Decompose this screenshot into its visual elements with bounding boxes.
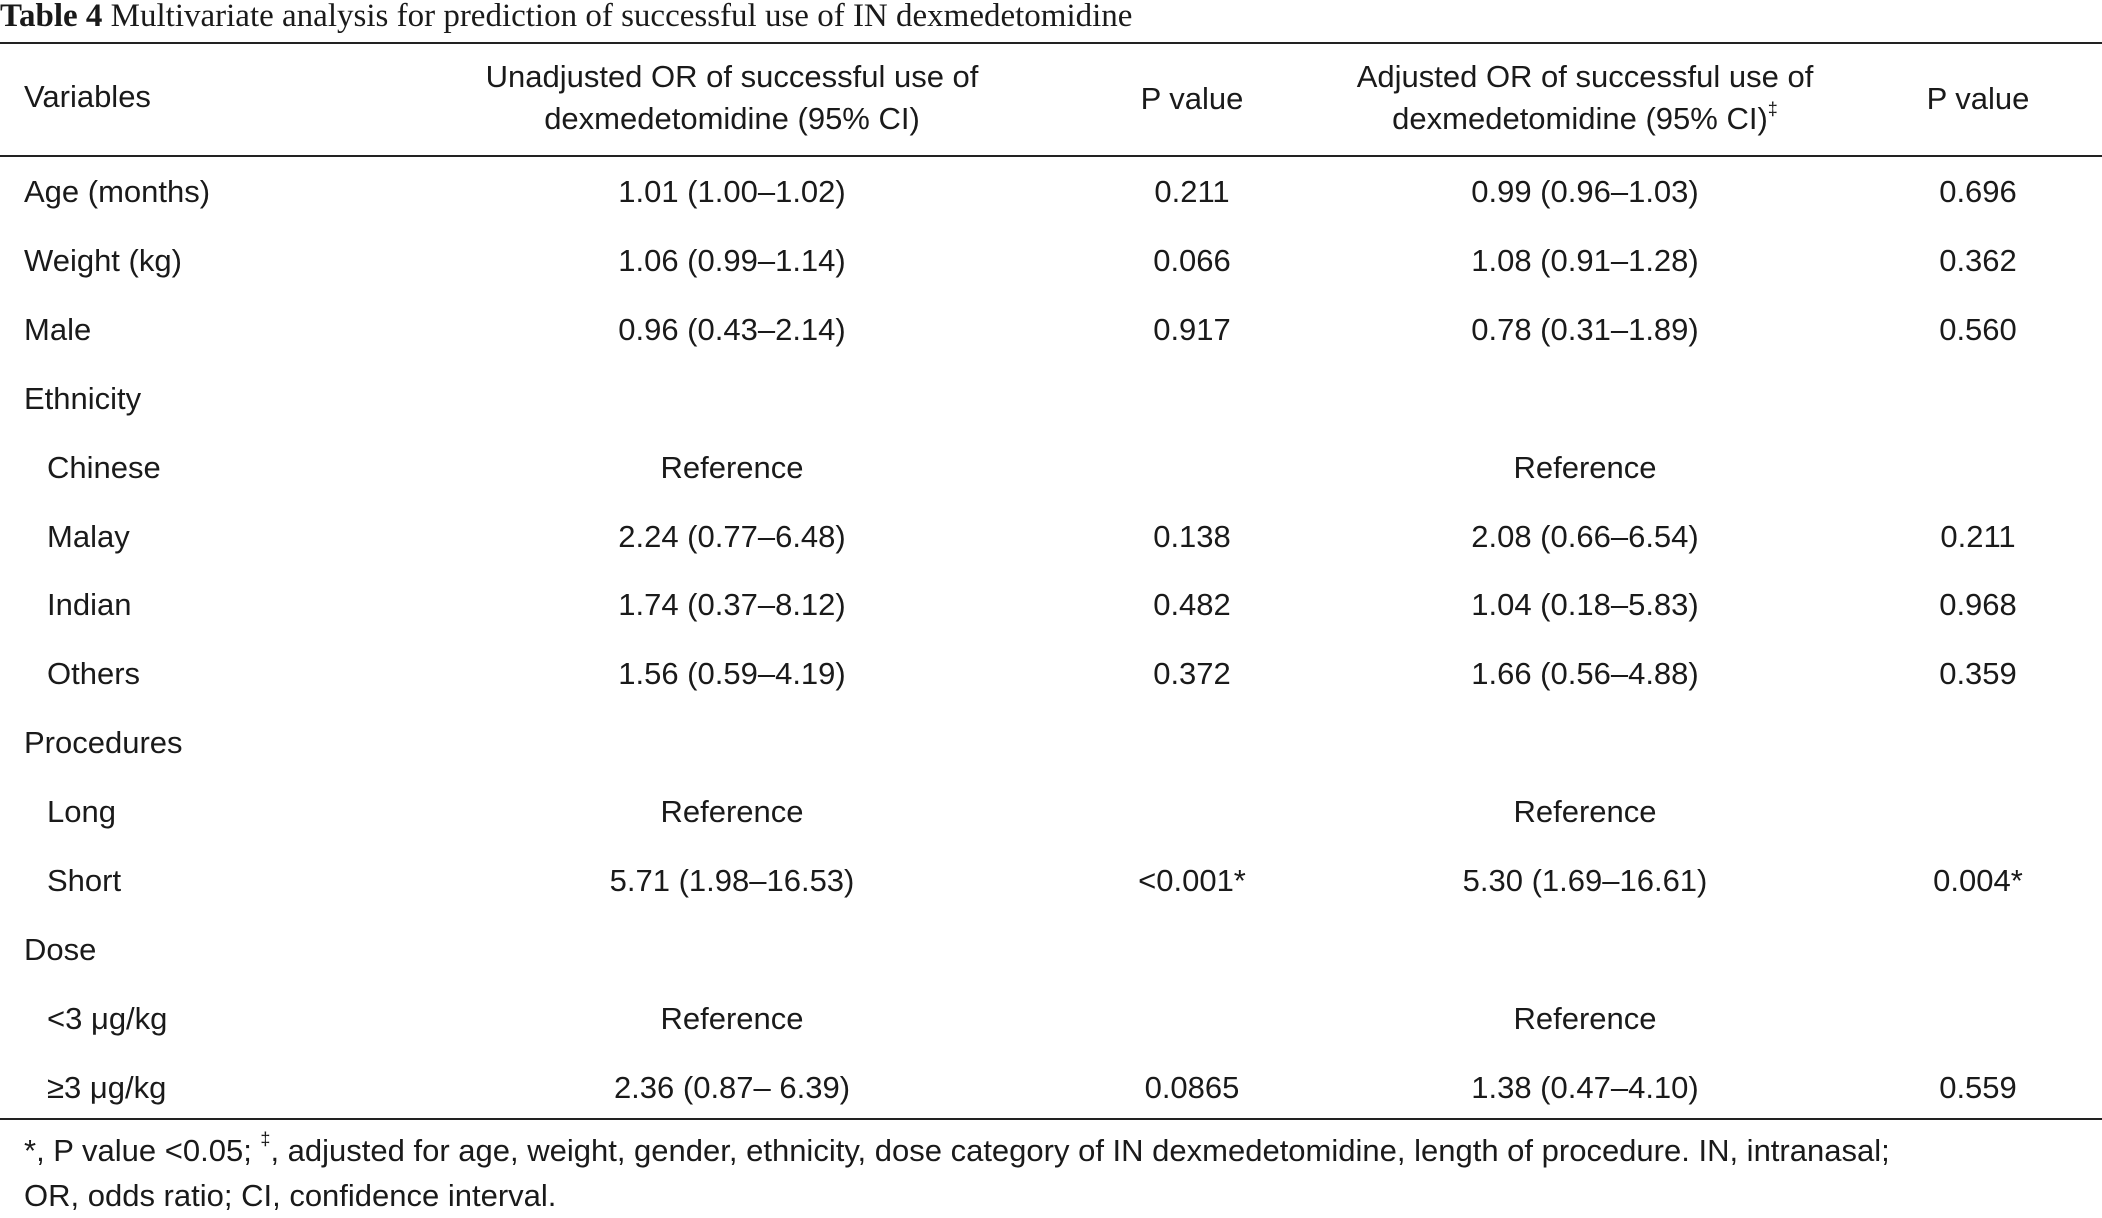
header-adjusted-or-line2: dexmedetomidine (95% CI)‡ (1285, 98, 1885, 140)
footnote-star-marker: * (24, 1133, 37, 1168)
cell-unadjusted-or: Reference (660, 450, 804, 485)
cell-p-value-2: 0.362 (1939, 243, 2017, 278)
cell-p-value-1: 0.138 (1153, 519, 1231, 554)
cell-unadjusted-or: Reference (660, 794, 804, 829)
table-caption-label: Table 4 (0, 0, 103, 34)
cell-p-value-1: <0.001* (1138, 863, 1246, 898)
cell-variable: Short (47, 863, 122, 898)
header-unadjusted-or-line1: Unadjusted OR of successful use of (485, 59, 979, 94)
cell-unadjusted-or: 1.56 (0.59–4.19) (618, 656, 846, 691)
header-variables: Variables (24, 79, 151, 114)
cell-p-value-2: 0.559 (1939, 1070, 2017, 1105)
footnote-dagger-text: , adjusted for age, weight, gender, ethn… (270, 1133, 1890, 1168)
cell-p-value-2: 0.359 (1939, 656, 2017, 691)
cell-variable: Others (47, 656, 141, 691)
cell-adjusted-or: 1.66 (0.56–4.88) (1471, 656, 1699, 691)
cell-variable: Long (47, 794, 116, 829)
header-adjusted-or: Adjusted OR of successful use of dexmede… (1285, 56, 1885, 140)
cell-p-value-2: 0.211 (1940, 519, 2016, 554)
footnote-line2: OR, odds ratio; CI, confidence interval. (24, 1178, 557, 1213)
header-unadjusted-or-line2: dexmedetomidine (95% CI) (544, 101, 920, 136)
cell-adjusted-or: 1.38 (0.47–4.10) (1471, 1070, 1699, 1105)
table-top-rule (0, 42, 2102, 44)
header-unadjusted-or: Unadjusted OR of successful use of dexme… (432, 56, 1032, 140)
cell-adjusted-or: 1.04 (0.18–5.83) (1471, 587, 1699, 622)
header-adjusted-or-marker: ‡ (1767, 99, 1778, 119)
cell-unadjusted-or: 5.71 (1.98–16.53) (609, 863, 855, 898)
cell-adjusted-or: 5.30 (1.69–16.61) (1462, 863, 1708, 898)
header-p-value-2: P value (1926, 81, 2030, 116)
cell-unadjusted-or: 1.06 (0.99–1.14) (618, 243, 846, 278)
cell-adjusted-or: 0.78 (0.31–1.89) (1471, 312, 1699, 347)
cell-adjusted-or: Reference (1513, 450, 1657, 485)
cell-unadjusted-or: 2.24 (0.77–6.48) (618, 519, 846, 554)
cell-variable: Ethnicity (24, 381, 142, 416)
cell-variable: Malay (47, 519, 130, 554)
cell-p-value-2: 0.696 (1939, 174, 2017, 209)
table-caption-text: Multivariate analysis for prediction of … (110, 0, 1133, 34)
cell-variable: ≥3 μg/kg (47, 1070, 167, 1105)
cell-unadjusted-or: 0.96 (0.43–2.14) (618, 312, 846, 347)
cell-p-value-1: 0.372 (1153, 656, 1231, 691)
cell-unadjusted-or: 1.01 (1.00–1.02) (618, 174, 846, 209)
cell-adjusted-or: Reference (1513, 794, 1657, 829)
cell-p-value-1: 0.482 (1153, 587, 1231, 622)
cell-adjusted-or: 1.08 (0.91–1.28) (1471, 243, 1699, 278)
cell-adjusted-or: Reference (1513, 1001, 1657, 1036)
cell-adjusted-or: 2.08 (0.66–6.54) (1471, 519, 1699, 554)
cell-variable: Chinese (47, 450, 161, 485)
cell-p-value-1: 0.066 (1153, 243, 1231, 278)
cell-variable: Male (24, 312, 92, 347)
cell-variable: Age (months) (24, 174, 211, 209)
cell-variable: Dose (24, 932, 97, 967)
header-adjusted-or-line2-text: dexmedetomidine (95% CI) (1392, 101, 1768, 136)
footnote-dagger-marker: ‡ (260, 1129, 271, 1149)
cell-p-value-1: 0.0865 (1144, 1070, 1240, 1105)
footnote-line1: *, P value <0.05; ‡, adjusted for age, w… (24, 1128, 2084, 1173)
header-p-value-1: P value (1140, 81, 1244, 116)
cell-p-value-2: 0.004* (1933, 863, 2023, 898)
table-header-rule (0, 155, 2102, 157)
cell-variable: Weight (kg) (24, 243, 182, 278)
cell-unadjusted-or: 2.36 (0.87– 6.39) (613, 1070, 851, 1105)
cell-p-value-1: 0.211 (1154, 174, 1230, 209)
cell-variable: Procedures (24, 725, 183, 760)
cell-unadjusted-or: 1.74 (0.37–8.12) (618, 587, 846, 622)
cell-variable: Indian (47, 587, 132, 622)
cell-p-value-2: 0.560 (1939, 312, 2017, 347)
cell-p-value-1: 0.917 (1153, 312, 1231, 347)
cell-adjusted-or: 0.99 (0.96–1.03) (1471, 174, 1699, 209)
header-adjusted-or-line1: Adjusted OR of successful use of (1356, 59, 1814, 94)
cell-p-value-2: 0.968 (1939, 587, 2017, 622)
table-caption: Table 4 Multivariate analysis for predic… (0, 0, 1132, 40)
table-footnote: *, P value <0.05; ‡, adjusted for age, w… (24, 1128, 2084, 1218)
footnote-star-text: , P value <0.05; (36, 1133, 261, 1168)
table-bottom-rule (0, 1118, 2102, 1120)
cell-unadjusted-or: Reference (660, 1001, 804, 1036)
cell-variable: <3 μg/kg (47, 1001, 168, 1036)
